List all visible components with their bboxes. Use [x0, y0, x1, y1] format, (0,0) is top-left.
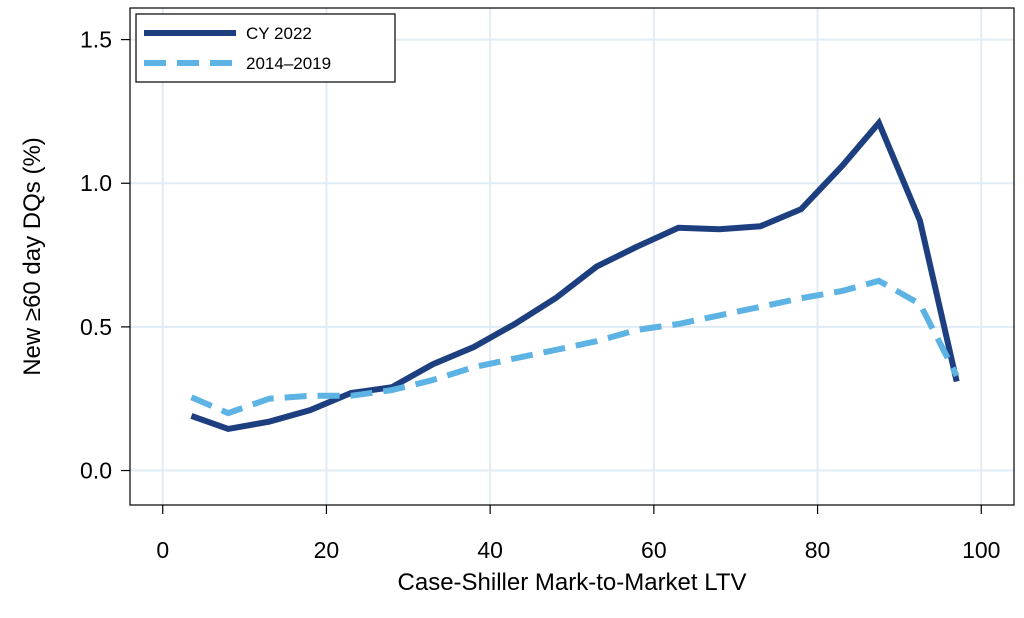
series-line-0 [190, 117, 960, 432]
data-point [716, 226, 722, 232]
legend-box [135, 13, 396, 83]
data-point [225, 426, 231, 432]
x-tick-label: 20 [314, 537, 340, 563]
data-point [798, 295, 804, 301]
data-point [188, 413, 194, 419]
data-point [594, 264, 600, 270]
data-point [876, 120, 882, 126]
data-point [512, 321, 518, 327]
data-point [553, 347, 559, 353]
x-tick-label: 100 [962, 537, 1000, 563]
axes: 0 20 40 60 80 100 0.0 0.5 1.0 1.5 [80, 27, 1000, 563]
data-point [307, 393, 313, 399]
data-point [471, 364, 477, 370]
data-point [430, 361, 436, 367]
data-point [917, 218, 923, 224]
data-point [266, 396, 272, 402]
data-point [675, 225, 681, 231]
x-tick-label: 60 [641, 537, 667, 563]
data-point [430, 377, 436, 383]
data-point [716, 312, 722, 318]
y-axis-title: New ≥60 day DQs (%) [19, 137, 46, 376]
data-point [757, 223, 763, 229]
grid [130, 8, 1014, 505]
data-point [876, 278, 882, 284]
data-point [954, 373, 960, 379]
data-point [225, 410, 231, 416]
x-tick-label: 40 [477, 537, 503, 563]
data-point [917, 301, 923, 307]
data-point [839, 288, 845, 294]
data-point [512, 356, 518, 362]
data-point [188, 394, 194, 400]
data-point [635, 243, 641, 249]
y-tick-label: 0.5 [80, 314, 112, 340]
data-point [798, 206, 804, 212]
series-layer [188, 117, 960, 432]
data-point [553, 295, 559, 301]
data-point [266, 419, 272, 425]
y-tick-label: 1.0 [80, 170, 112, 196]
legend-label: CY 2022 [246, 24, 312, 43]
plot-frame [129, 7, 1015, 506]
legend-label: 2014–2019 [246, 54, 331, 73]
data-point [635, 327, 641, 333]
x-tick-label: 80 [805, 537, 831, 563]
data-point [757, 304, 763, 310]
x-tick-label: 0 [156, 537, 169, 563]
y-tick-label: 0.0 [80, 458, 112, 484]
data-point [839, 163, 845, 169]
data-point [594, 338, 600, 344]
data-point [675, 321, 681, 327]
data-point [471, 344, 477, 350]
data-point [389, 387, 395, 393]
y-tick-label: 1.5 [80, 27, 112, 53]
data-point [307, 407, 313, 413]
legend: CY 2022 2014–2019 [135, 13, 396, 83]
data-point [954, 379, 960, 385]
data-point [348, 393, 354, 399]
series-line-1 [190, 277, 960, 417]
x-axis-title: Case-Shiller Mark-to-Market LTV [398, 569, 747, 596]
